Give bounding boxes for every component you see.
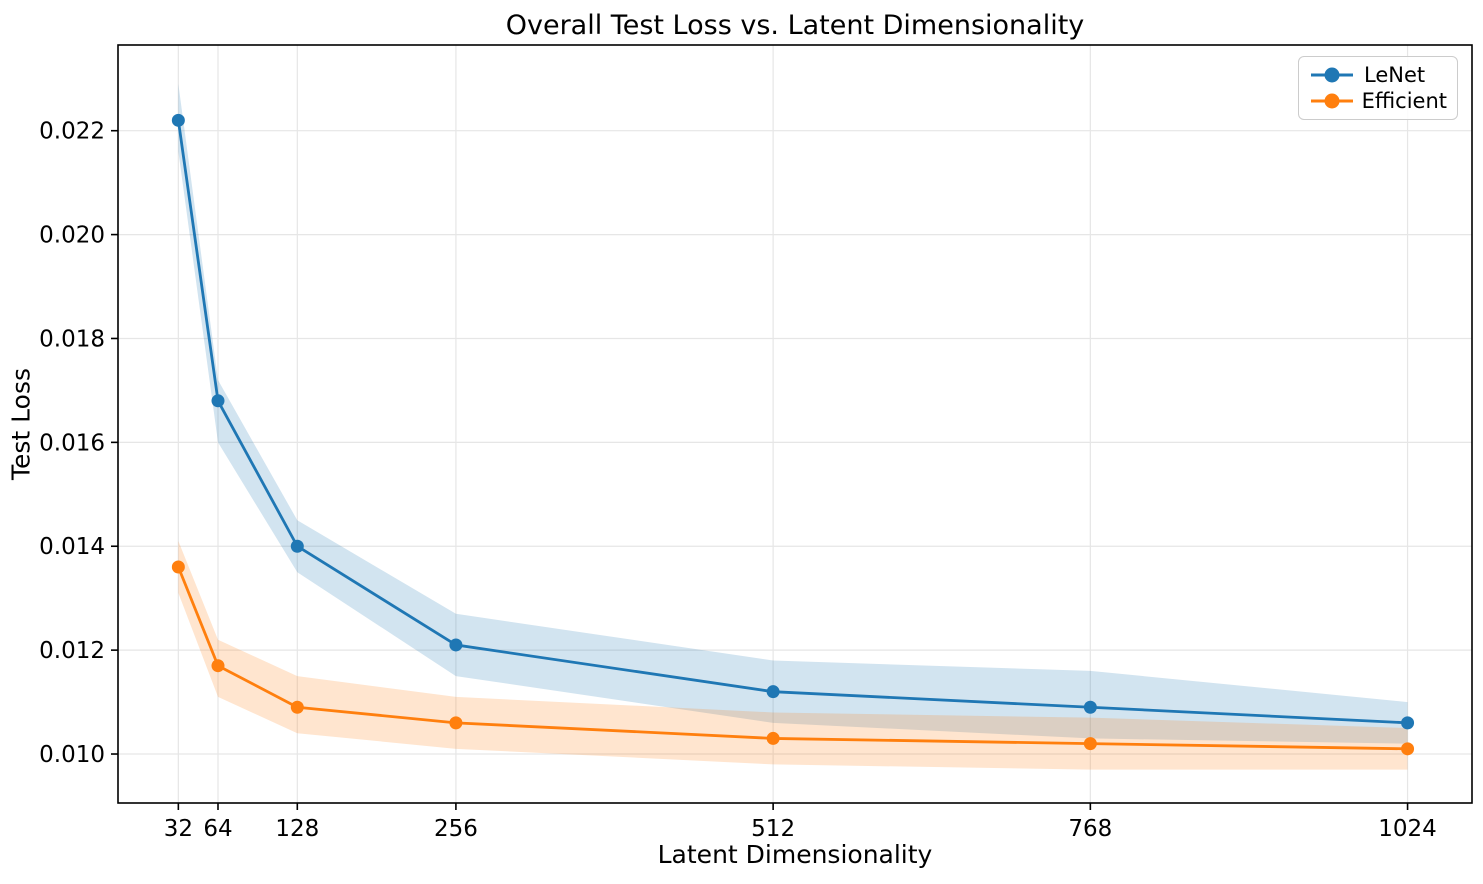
x-tick-label: 64 bbox=[203, 816, 232, 842]
data-point-marker bbox=[766, 685, 780, 699]
y-tick-label: 0.020 bbox=[39, 223, 105, 249]
y-tick-label: 0.022 bbox=[39, 119, 105, 145]
data-point-marker bbox=[211, 394, 225, 408]
x-tick-label: 768 bbox=[1068, 816, 1112, 842]
y-tick-label: 0.016 bbox=[39, 430, 105, 456]
y-axis-label: Test Loss bbox=[6, 367, 36, 481]
y-tick-label: 0.010 bbox=[39, 742, 105, 768]
chart-title: Overall Test Loss vs. Latent Dimensional… bbox=[505, 10, 1085, 41]
y-tick-label: 0.014 bbox=[39, 534, 105, 560]
legend-label: Efficient bbox=[1361, 88, 1447, 113]
data-point-marker bbox=[1083, 737, 1097, 751]
confidence-band bbox=[178, 541, 1408, 770]
data-point-marker bbox=[171, 113, 185, 127]
legend-label: LeNet bbox=[1364, 62, 1426, 87]
y-tick-label: 0.018 bbox=[39, 326, 105, 352]
data-point-marker bbox=[1401, 716, 1415, 730]
data-point-marker bbox=[766, 731, 780, 745]
data-point-marker bbox=[290, 539, 304, 553]
x-tick-label: 128 bbox=[275, 816, 319, 842]
data-point-marker bbox=[449, 716, 463, 730]
x-tick-label: 256 bbox=[434, 816, 478, 842]
data-point-marker bbox=[449, 638, 463, 652]
legend-line-marker-icon bbox=[1311, 93, 1353, 109]
y-tick-label: 0.012 bbox=[39, 638, 105, 664]
axes-spine bbox=[117, 44, 1473, 804]
x-axis-label: Latent Dimensionality bbox=[657, 840, 933, 869]
legend-item-efficient: Efficient bbox=[1309, 88, 1447, 114]
legend-line-marker-icon bbox=[1311, 67, 1353, 83]
data-point-marker bbox=[211, 659, 225, 673]
series-line bbox=[176, 120, 1408, 725]
data-point-marker bbox=[290, 700, 304, 714]
data-point-marker bbox=[171, 560, 185, 574]
x-tick-label: 512 bbox=[751, 816, 795, 842]
legend: LeNet Efficient bbox=[1298, 56, 1458, 120]
data-point-marker bbox=[1401, 742, 1415, 756]
legend-item-lenet: LeNet bbox=[1309, 62, 1447, 88]
x-tick-label: 32 bbox=[164, 816, 193, 842]
confidence-band bbox=[178, 83, 1408, 744]
x-tick-label: 1024 bbox=[1378, 816, 1437, 842]
data-point-marker bbox=[1083, 700, 1097, 714]
